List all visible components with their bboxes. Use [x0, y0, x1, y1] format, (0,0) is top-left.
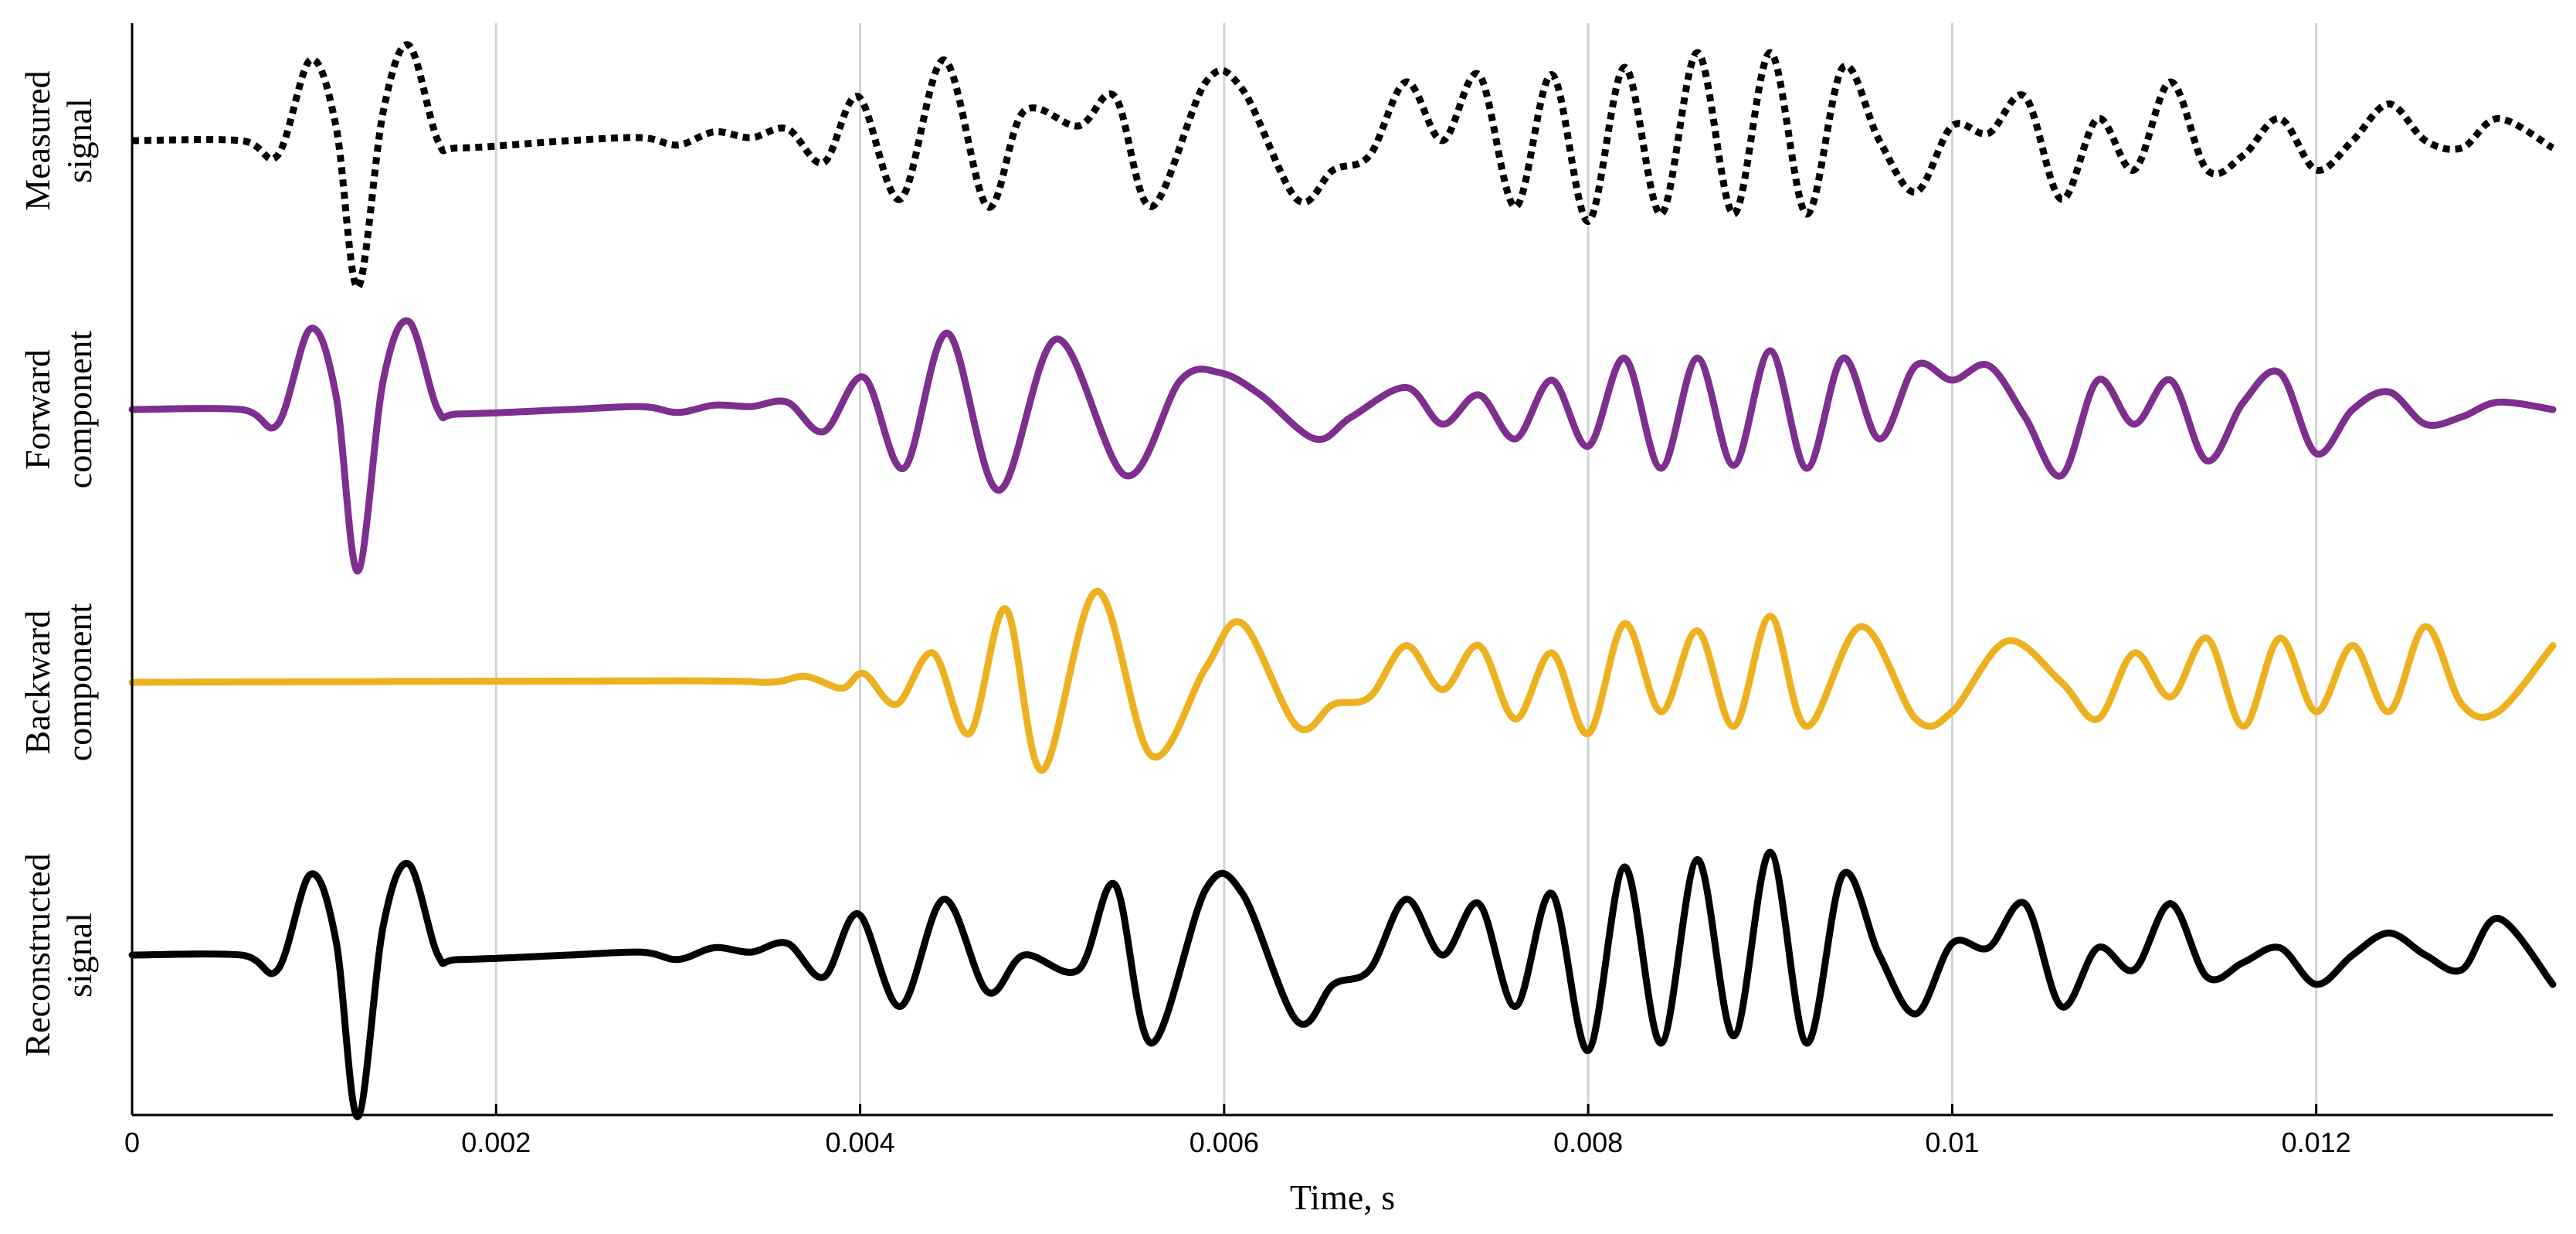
x-tick-label: 0.008 [1553, 1127, 1623, 1158]
row-label: Backward component [18, 603, 99, 762]
row-label: Forward component [18, 331, 99, 489]
row-label-line: Forward [18, 349, 57, 470]
row-label-line: Measured [18, 70, 57, 210]
row-label-line: Backward [18, 610, 57, 754]
row-label-line: signal [59, 98, 99, 183]
row-label-line: signal [59, 913, 99, 998]
x-tick-label: 0.002 [461, 1127, 531, 1158]
series-layer [128, 41, 2557, 1120]
x-tick-label: 0.01 [1925, 1127, 1979, 1158]
x-tick-label: 0 [124, 1127, 140, 1158]
row-label-line: component [59, 603, 99, 762]
x-tick-label: 0.004 [826, 1127, 895, 1158]
x-ticks: 0 0.002 0.004 0.006 0.008 0.01 0.012 [124, 1104, 2351, 1158]
series-line-2 [128, 317, 2557, 575]
grid-lines [494, 23, 2318, 1115]
row-label-line: component [59, 331, 99, 489]
x-axis-title: Time, s [1290, 1178, 1395, 1217]
series-line-1 [131, 41, 2555, 291]
series-line-3 [128, 587, 2557, 774]
series-line-4 [128, 848, 2557, 1120]
row-label: Reconstructed signal [18, 853, 99, 1056]
x-tick-label: 0.012 [2282, 1127, 2351, 1158]
row-label: Measured signal [18, 70, 99, 210]
row-label-line: Reconstructed [18, 853, 57, 1056]
x-tick-label: 0.006 [1190, 1127, 1259, 1158]
